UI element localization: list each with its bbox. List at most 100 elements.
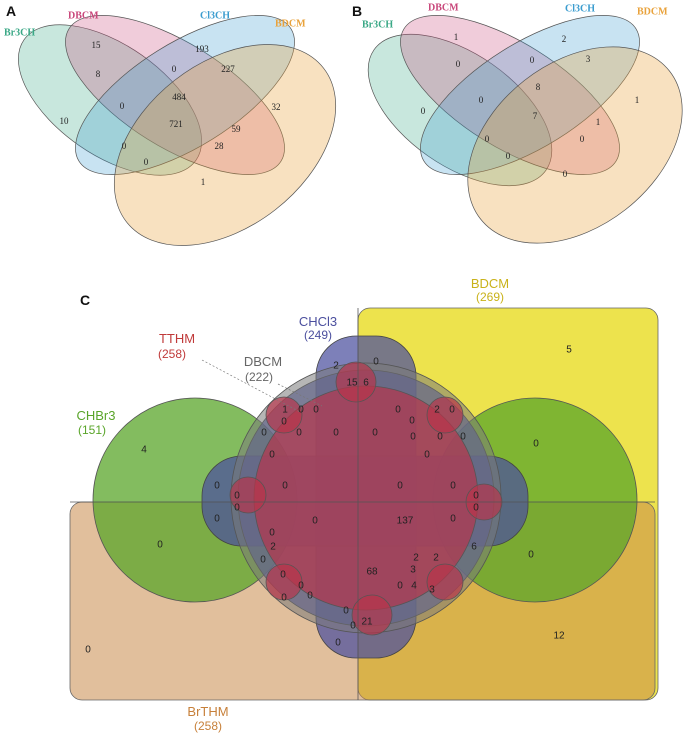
count: 3 xyxy=(429,585,435,596)
count: 0 xyxy=(333,428,339,439)
count: 15 xyxy=(92,40,102,50)
count: 0 xyxy=(528,550,534,561)
count: 2 xyxy=(270,542,276,553)
count: 0 xyxy=(397,481,403,492)
set-label-chcl3-count: (249) xyxy=(304,328,332,342)
count: 193 xyxy=(195,44,209,54)
set-label-brthm: BrTHM xyxy=(187,704,228,719)
count: 0 xyxy=(234,503,240,514)
count: 0 xyxy=(450,514,456,525)
count: 0 xyxy=(122,141,127,151)
count: 0 xyxy=(409,416,415,427)
count: 3 xyxy=(586,54,591,64)
count: 12 xyxy=(553,631,565,642)
count: 0 xyxy=(397,581,403,592)
count: 0 xyxy=(144,157,149,167)
count: 0 xyxy=(296,428,302,439)
panel-b-letter: B xyxy=(352,3,362,19)
count: 0 xyxy=(281,593,287,604)
count: 0 xyxy=(343,606,349,617)
count: 8 xyxy=(96,69,101,79)
count: 0 xyxy=(282,481,288,492)
ellipse-br3ch xyxy=(18,24,202,176)
count: 0 xyxy=(424,450,430,461)
set-label-tthm-count: (258) xyxy=(158,347,186,361)
count: 0 xyxy=(298,405,304,416)
count: 137 xyxy=(397,516,414,527)
count: 0 xyxy=(312,516,318,527)
set-label-dbcm: DBCM xyxy=(428,3,459,14)
set-label-bdcm: BDCM xyxy=(471,276,509,291)
count: 0 xyxy=(456,59,461,69)
count: 21 xyxy=(361,617,373,628)
count: 28 xyxy=(215,141,225,151)
panel-a: A Br3CH DBCM Cl3CH BDCM 15 193 8 0 227 4… xyxy=(4,3,337,246)
count: 4 xyxy=(411,581,417,592)
count: 2 xyxy=(333,361,339,372)
count: 0 xyxy=(335,638,341,649)
count: 1 xyxy=(454,32,459,42)
ellipse-bdcm xyxy=(467,46,683,244)
count: 5 xyxy=(566,345,572,356)
count: 59 xyxy=(232,124,242,134)
set-label-dbcm: DBCM xyxy=(244,354,282,369)
count: 0 xyxy=(260,555,266,566)
count: 1 xyxy=(282,405,288,416)
set-label-bdcm-count: (269) xyxy=(476,290,504,304)
count: 0 xyxy=(473,491,479,502)
count: 8 xyxy=(536,82,541,92)
count: 6 xyxy=(363,378,369,389)
shape-tthm xyxy=(229,361,503,636)
set-label-dbcm: DBCM xyxy=(68,11,99,22)
count: 1 xyxy=(596,117,601,127)
count: 484 xyxy=(172,92,186,102)
set-label-bdcm: BDCM xyxy=(275,19,306,30)
set-label-chbr3-count: (151) xyxy=(78,423,106,437)
count: 0 xyxy=(450,481,456,492)
count: 0 xyxy=(530,55,535,65)
count: 0 xyxy=(563,169,568,179)
ellipse-bdcm xyxy=(113,44,337,246)
count: 0 xyxy=(214,514,220,525)
ellipse-cl3ch xyxy=(420,15,640,175)
panel-c: C xyxy=(69,276,659,733)
ellipse-dbcm xyxy=(65,15,285,175)
count: 0 xyxy=(372,428,378,439)
tthm-leader xyxy=(201,359,301,413)
set-label-chcl3: CHCl3 xyxy=(299,314,337,329)
set-label-bdcm: BDCM xyxy=(637,7,668,18)
count: 0 xyxy=(298,581,304,592)
count: 0 xyxy=(449,405,455,416)
count: 0 xyxy=(479,95,484,105)
ellipse-br3ch xyxy=(367,33,553,187)
panel-b: B Br3CH DBCM Cl3CH BDCM 1 2 0 0 3 8 1 0 … xyxy=(352,3,683,244)
set-label-chbr3: CHBr3 xyxy=(76,408,115,423)
count: 0 xyxy=(473,503,479,514)
count: 0 xyxy=(410,432,416,443)
panel-a-letter: A xyxy=(6,3,16,19)
dbcm-leader xyxy=(277,383,323,407)
set-label-cl3ch: Cl3CH xyxy=(200,11,230,22)
count: 0 xyxy=(421,106,426,116)
count: 7 xyxy=(533,111,538,121)
set-label-br3ch: Br3CH xyxy=(362,20,393,31)
count: 0 xyxy=(307,591,313,602)
set-label-br3ch: Br3CH xyxy=(4,28,35,39)
count: 2 xyxy=(434,405,440,416)
count: 3 xyxy=(410,565,416,576)
count: 2 xyxy=(562,34,567,44)
count: 0 xyxy=(460,432,466,443)
count: 0 xyxy=(157,540,163,551)
count: 0 xyxy=(350,621,356,632)
count: 0 xyxy=(506,151,511,161)
count: 721 xyxy=(169,119,183,129)
count: 1 xyxy=(635,95,640,105)
count: 0 xyxy=(214,481,220,492)
count: 10 xyxy=(60,116,70,126)
count: 227 xyxy=(221,64,235,74)
set-label-dbcm-count: (222) xyxy=(245,370,273,384)
count: 0 xyxy=(120,101,125,111)
set-label-cl3ch: Cl3CH xyxy=(565,4,595,15)
count: 0 xyxy=(234,491,240,502)
count: 0 xyxy=(269,450,275,461)
